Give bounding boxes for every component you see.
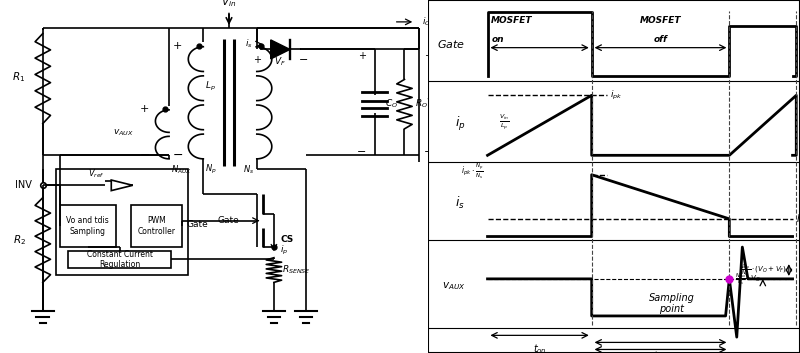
Text: $i_{pk}$: $i_{pk}$ <box>610 89 622 102</box>
Text: $N_p$: $N_p$ <box>206 163 217 176</box>
Bar <box>56 169 188 275</box>
Text: +: + <box>424 52 432 61</box>
Text: $R_O$: $R_O$ <box>415 98 428 110</box>
Text: Sampling
point: Sampling point <box>649 293 694 315</box>
Text: $i_p$: $i_p$ <box>454 115 466 132</box>
Text: $i_p$: $i_p$ <box>280 244 289 257</box>
Text: $V_F$: $V_F$ <box>274 55 286 68</box>
Text: $R_1$: $R_1$ <box>13 70 26 84</box>
Text: on: on <box>491 35 504 44</box>
Text: $N_s$: $N_s$ <box>243 163 254 176</box>
Bar <box>69 251 171 268</box>
Text: $\frac{V_{in}}{L_p}$: $\frac{V_{in}}{L_p}$ <box>498 112 509 132</box>
Text: CS: CS <box>280 235 294 244</box>
Text: Constant Current
Regulation: Constant Current Regulation <box>87 250 153 269</box>
Text: $\frac{N_{aux}}{N_s}\cdot V_O$: $\frac{N_{aux}}{N_s}\cdot V_O$ <box>734 271 761 287</box>
Text: $R_2$: $R_2$ <box>13 233 26 247</box>
Text: MOSFET: MOSFET <box>640 16 682 25</box>
Text: $I_O$: $I_O$ <box>796 212 800 226</box>
Text: −: − <box>424 147 433 157</box>
Text: Vo and tdis
Sampling: Vo and tdis Sampling <box>66 216 109 235</box>
Text: Gate: Gate <box>218 216 240 225</box>
Text: −: − <box>299 55 309 65</box>
Text: −: − <box>139 149 150 162</box>
Text: INV: INV <box>15 180 32 190</box>
Text: MOSFET: MOSFET <box>491 16 533 25</box>
Text: −: − <box>357 147 366 157</box>
Text: $V_{ref}$: $V_{ref}$ <box>88 168 105 180</box>
Text: $i_s$: $i_s$ <box>455 195 466 211</box>
Text: $V_O$: $V_O$ <box>426 96 438 109</box>
Text: $L_p$: $L_p$ <box>206 80 216 93</box>
Text: Gate: Gate <box>186 220 208 229</box>
Polygon shape <box>270 40 290 59</box>
Text: $v_{AUX}$: $v_{AUX}$ <box>114 127 134 138</box>
Text: $N_{AUX}$: $N_{AUX}$ <box>171 163 192 176</box>
Text: off: off <box>654 35 667 44</box>
Text: +: + <box>140 104 150 114</box>
Text: −: − <box>172 149 183 162</box>
Text: $i_O$: $i_O$ <box>422 16 431 28</box>
Text: $\frac{N_{aux}}{N_s}\cdot(V_O+V_F)$: $\frac{N_{aux}}{N_s}\cdot(V_O+V_F)$ <box>739 262 787 278</box>
Text: $Gate$: $Gate$ <box>437 38 466 50</box>
Text: $C_O$: $C_O$ <box>386 98 398 110</box>
Text: $t_{on}$: $t_{on}$ <box>533 342 546 353</box>
Bar <box>130 205 182 247</box>
Text: +: + <box>173 41 182 51</box>
Text: PWM
Controller: PWM Controller <box>138 216 175 235</box>
Text: $v_{AUX}$: $v_{AUX}$ <box>442 280 466 292</box>
Bar <box>60 205 115 247</box>
Text: +: + <box>358 52 366 61</box>
Text: $t_{dis}$: $t_{dis}$ <box>653 349 668 353</box>
Text: $i_s$: $i_s$ <box>245 38 253 50</box>
Text: $i_{pk}\cdot\frac{N_p}{N_s}$: $i_{pk}\cdot\frac{N_p}{N_s}$ <box>461 162 484 181</box>
Text: +: + <box>253 55 261 65</box>
Text: $V_{in}$: $V_{in}$ <box>222 0 237 9</box>
Text: $R_{SENSE}$: $R_{SENSE}$ <box>282 264 311 276</box>
